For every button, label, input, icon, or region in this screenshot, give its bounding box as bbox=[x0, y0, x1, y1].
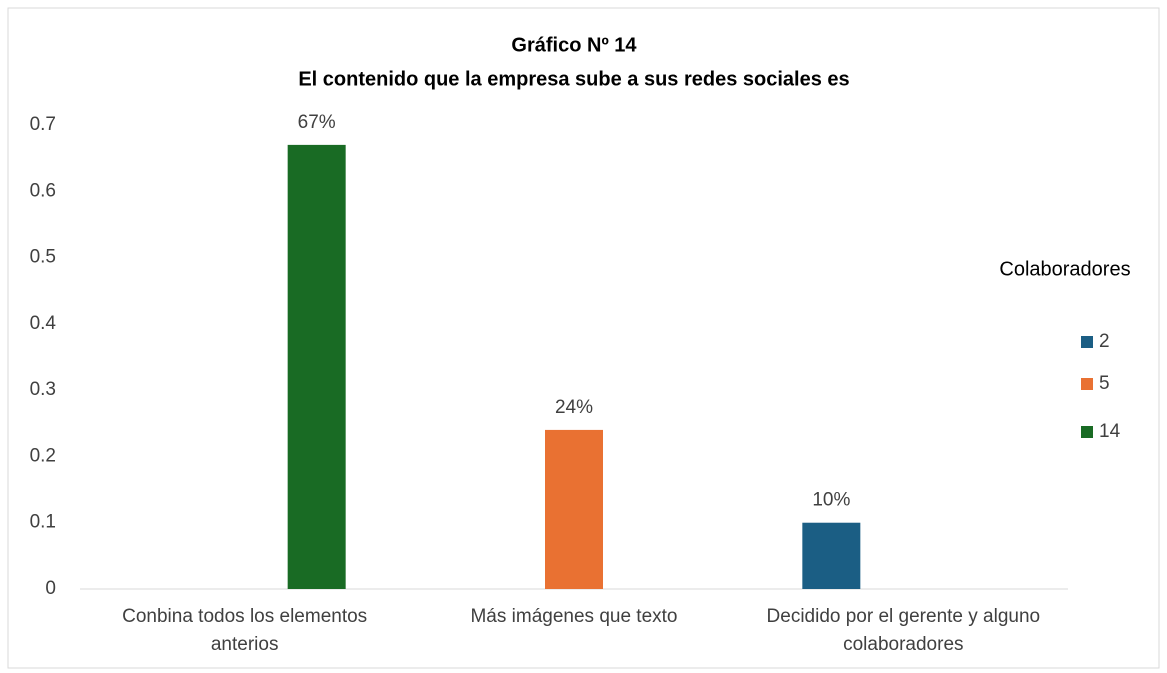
data-label: 24% bbox=[555, 397, 593, 418]
chart-subtitle: El contenido que la empresa sube a sus r… bbox=[298, 68, 849, 90]
y-tick-label: 0 bbox=[45, 578, 56, 599]
y-tick-label: 0.4 bbox=[30, 313, 57, 334]
bar bbox=[545, 429, 603, 589]
legend-label: 5 bbox=[1099, 373, 1110, 394]
data-label: 67% bbox=[298, 112, 336, 133]
bar bbox=[802, 522, 861, 589]
chart-title: Gráfico Nº 14 bbox=[511, 34, 637, 56]
y-tick-label: 0.6 bbox=[30, 180, 56, 201]
x-tick-label: Conbina todos los elementos anterios bbox=[122, 606, 368, 655]
bar bbox=[287, 144, 346, 589]
data-label: 10% bbox=[812, 490, 850, 511]
legend-swatch bbox=[1081, 378, 1093, 390]
legend-swatch bbox=[1081, 336, 1093, 348]
y-tick-label: 0.7 bbox=[30, 114, 56, 135]
legend-label: 2 bbox=[1099, 331, 1110, 352]
legend-title: Colaboradores bbox=[999, 258, 1130, 280]
y-tick-label: 0.2 bbox=[30, 445, 56, 466]
legend-swatch bbox=[1081, 426, 1093, 438]
y-tick-label: 0.1 bbox=[30, 512, 56, 533]
x-tick-label: Decidido por el gerente y alguno colabor… bbox=[766, 606, 1041, 655]
x-tick-label: Más imágenes que texto bbox=[470, 606, 678, 627]
y-tick-label: 0.3 bbox=[30, 379, 56, 400]
y-tick-label: 0.5 bbox=[30, 247, 56, 268]
legend-label: 14 bbox=[1099, 421, 1121, 442]
